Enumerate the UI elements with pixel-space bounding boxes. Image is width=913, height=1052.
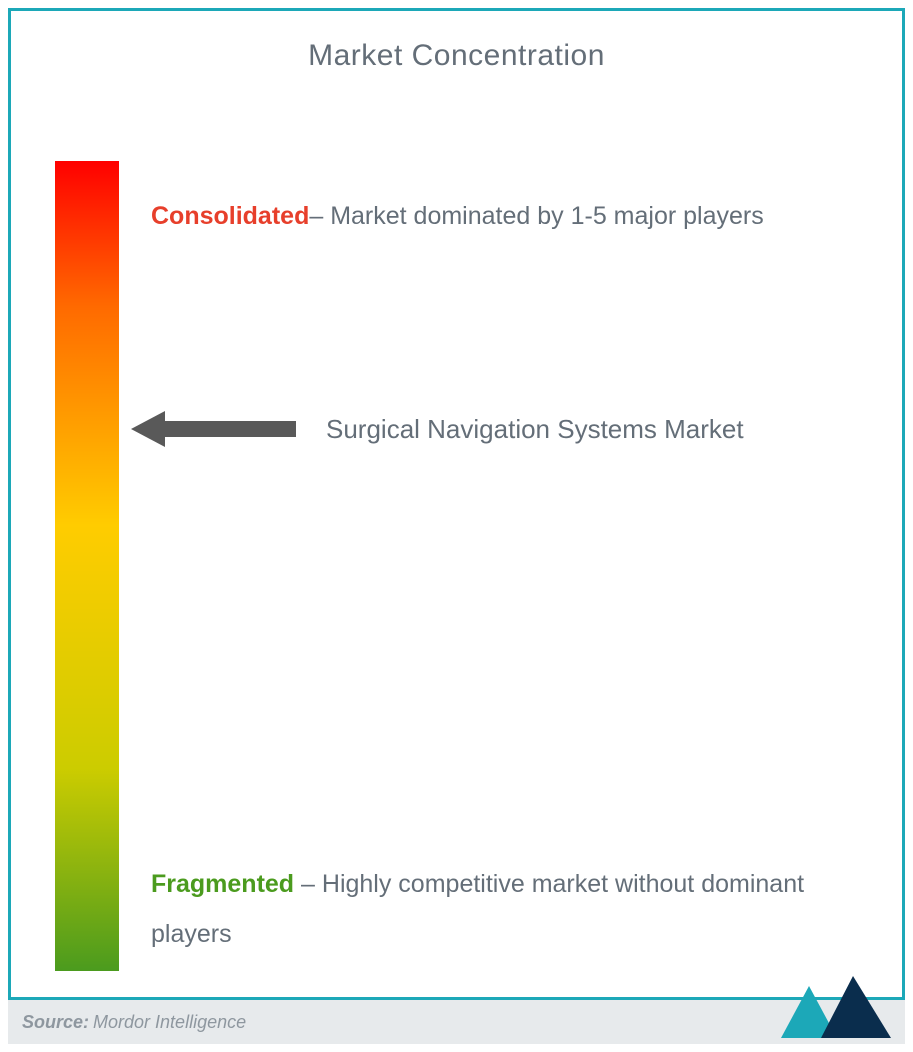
concentration-gradient-bar	[55, 161, 119, 971]
source-footer: Source: Mordor Intelligence	[8, 1000, 905, 1044]
chart-title: Market Concentration	[11, 11, 902, 73]
source-label: Source:	[22, 1012, 89, 1033]
source-name: Mordor Intelligence	[93, 1012, 246, 1033]
logo-shape-2	[821, 976, 891, 1038]
arrow-head	[131, 411, 165, 447]
arrow-left-icon	[131, 409, 296, 449]
infographic-card: Market Concentration Consolidated– Marke…	[8, 8, 905, 1000]
market-label: Surgical Navigation Systems Market	[326, 414, 744, 445]
market-pointer: Surgical Navigation Systems Market	[131, 409, 744, 449]
mordor-logo-icon	[781, 976, 891, 1038]
consolidated-text: – Market dominated by 1-5 major players	[309, 202, 763, 230]
consolidated-label: Consolidated– Market dominated by 1-5 ma…	[151, 191, 851, 241]
fragmented-label: Fragmented – Highly competitive market w…	[151, 859, 871, 959]
fragmented-keyword: Fragmented	[151, 870, 294, 898]
consolidated-keyword: Consolidated	[151, 202, 309, 230]
arrow-shaft	[165, 421, 296, 437]
